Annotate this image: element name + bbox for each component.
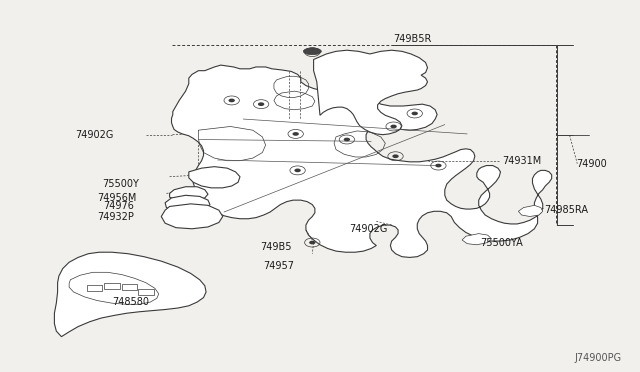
Circle shape	[228, 99, 235, 102]
Ellipse shape	[303, 48, 321, 55]
Circle shape	[309, 241, 316, 244]
Polygon shape	[54, 252, 206, 337]
Text: J74900PG: J74900PG	[575, 353, 622, 363]
Polygon shape	[314, 50, 428, 135]
Text: 75500YA: 75500YA	[480, 238, 523, 247]
Text: 74932P: 74932P	[97, 212, 134, 221]
Circle shape	[258, 102, 264, 106]
Text: 74985RA: 74985RA	[544, 205, 588, 215]
Text: 74976: 74976	[104, 202, 134, 211]
Polygon shape	[172, 65, 552, 257]
Text: 749B5: 749B5	[260, 243, 291, 252]
Text: 74931M: 74931M	[502, 156, 541, 166]
Text: 75500Y: 75500Y	[102, 179, 140, 189]
Text: 748580: 748580	[112, 297, 149, 307]
Polygon shape	[518, 205, 543, 217]
Text: 74956M: 74956M	[97, 193, 137, 203]
Circle shape	[292, 132, 299, 136]
Circle shape	[412, 112, 418, 115]
Text: 74902G: 74902G	[76, 130, 114, 140]
Circle shape	[392, 154, 399, 158]
Polygon shape	[161, 204, 223, 229]
Text: 74902G: 74902G	[349, 224, 387, 234]
Polygon shape	[189, 167, 240, 188]
Polygon shape	[462, 234, 492, 245]
Text: 74957: 74957	[264, 261, 294, 271]
Circle shape	[294, 169, 301, 172]
Circle shape	[344, 138, 350, 141]
Text: 749B5R: 749B5R	[394, 34, 432, 44]
Circle shape	[309, 50, 316, 54]
Polygon shape	[170, 187, 208, 201]
Circle shape	[390, 125, 397, 128]
Polygon shape	[165, 195, 210, 212]
Text: 74900: 74900	[576, 159, 607, 169]
Circle shape	[435, 164, 442, 167]
